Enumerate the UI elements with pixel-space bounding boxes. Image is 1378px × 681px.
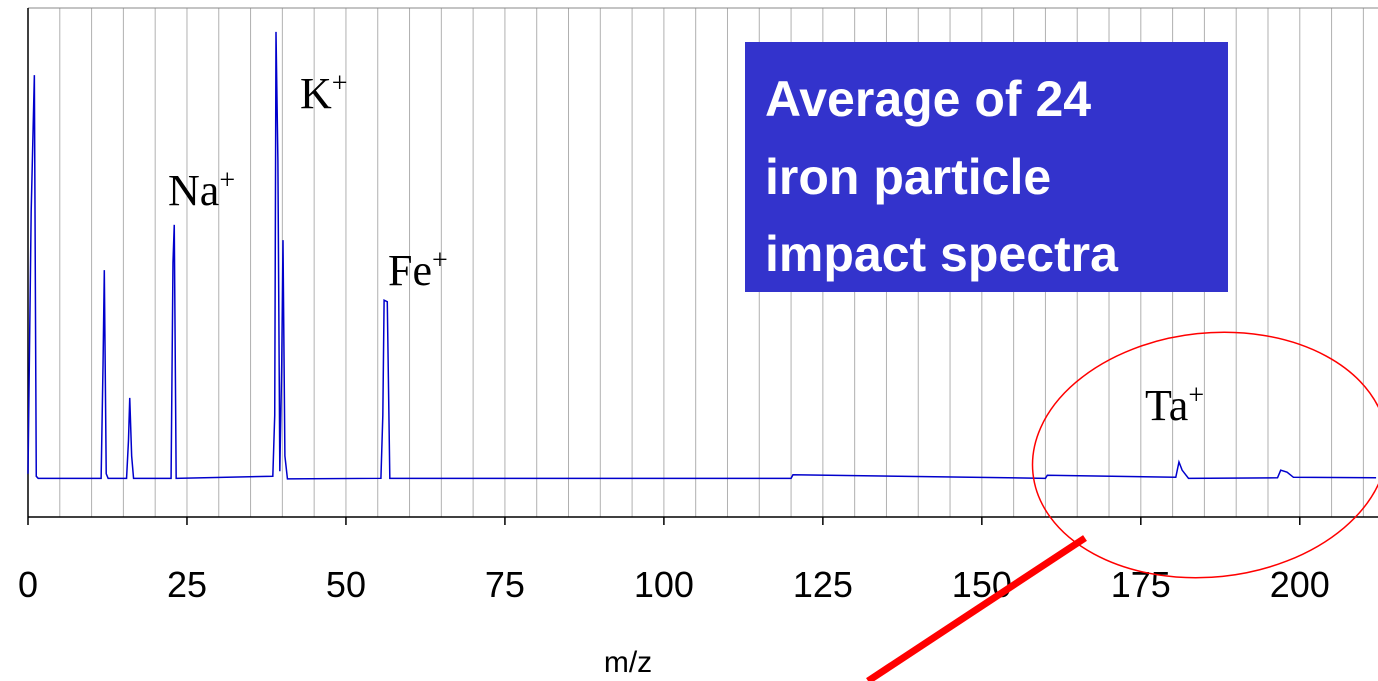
x-tick-label: 175	[1111, 564, 1171, 605]
peak-label-charge: +	[1188, 380, 1204, 411]
box-line: impact spectra	[765, 226, 1119, 282]
spectrum-line	[27, 31, 1377, 480]
peak-label: K+	[300, 68, 348, 118]
highlight-ellipse	[1031, 331, 1378, 579]
peak-label-text: Ta	[1145, 381, 1188, 430]
peak-label-text: Na	[168, 166, 219, 215]
x-tick-label: 150	[952, 564, 1012, 605]
info-box	[745, 42, 1228, 292]
x-tick-label: 50	[326, 564, 366, 605]
x-tick-label: 25	[167, 564, 207, 605]
x-tick-label: 0	[18, 564, 38, 605]
x-tick-label: 125	[793, 564, 853, 605]
x-tick-label: 75	[485, 564, 525, 605]
peak-label-text: K	[300, 69, 332, 118]
peak-label-charge: +	[432, 245, 448, 276]
peak-label-text: Fe	[388, 246, 432, 295]
box-line: iron particle	[765, 149, 1051, 205]
peak-label-charge: +	[219, 165, 235, 196]
peak-label: Fe+	[388, 245, 448, 295]
pointer-line	[866, 535, 1087, 681]
box-line: Average of 24	[765, 71, 1091, 127]
x-tick-label: 200	[1270, 564, 1330, 605]
x-tick-label: 100	[634, 564, 694, 605]
peak-label: Na+	[168, 165, 235, 215]
peak-label: Ta+	[1145, 380, 1204, 430]
peak-label-charge: +	[332, 68, 348, 99]
x-axis-label: m/z	[604, 646, 652, 679]
